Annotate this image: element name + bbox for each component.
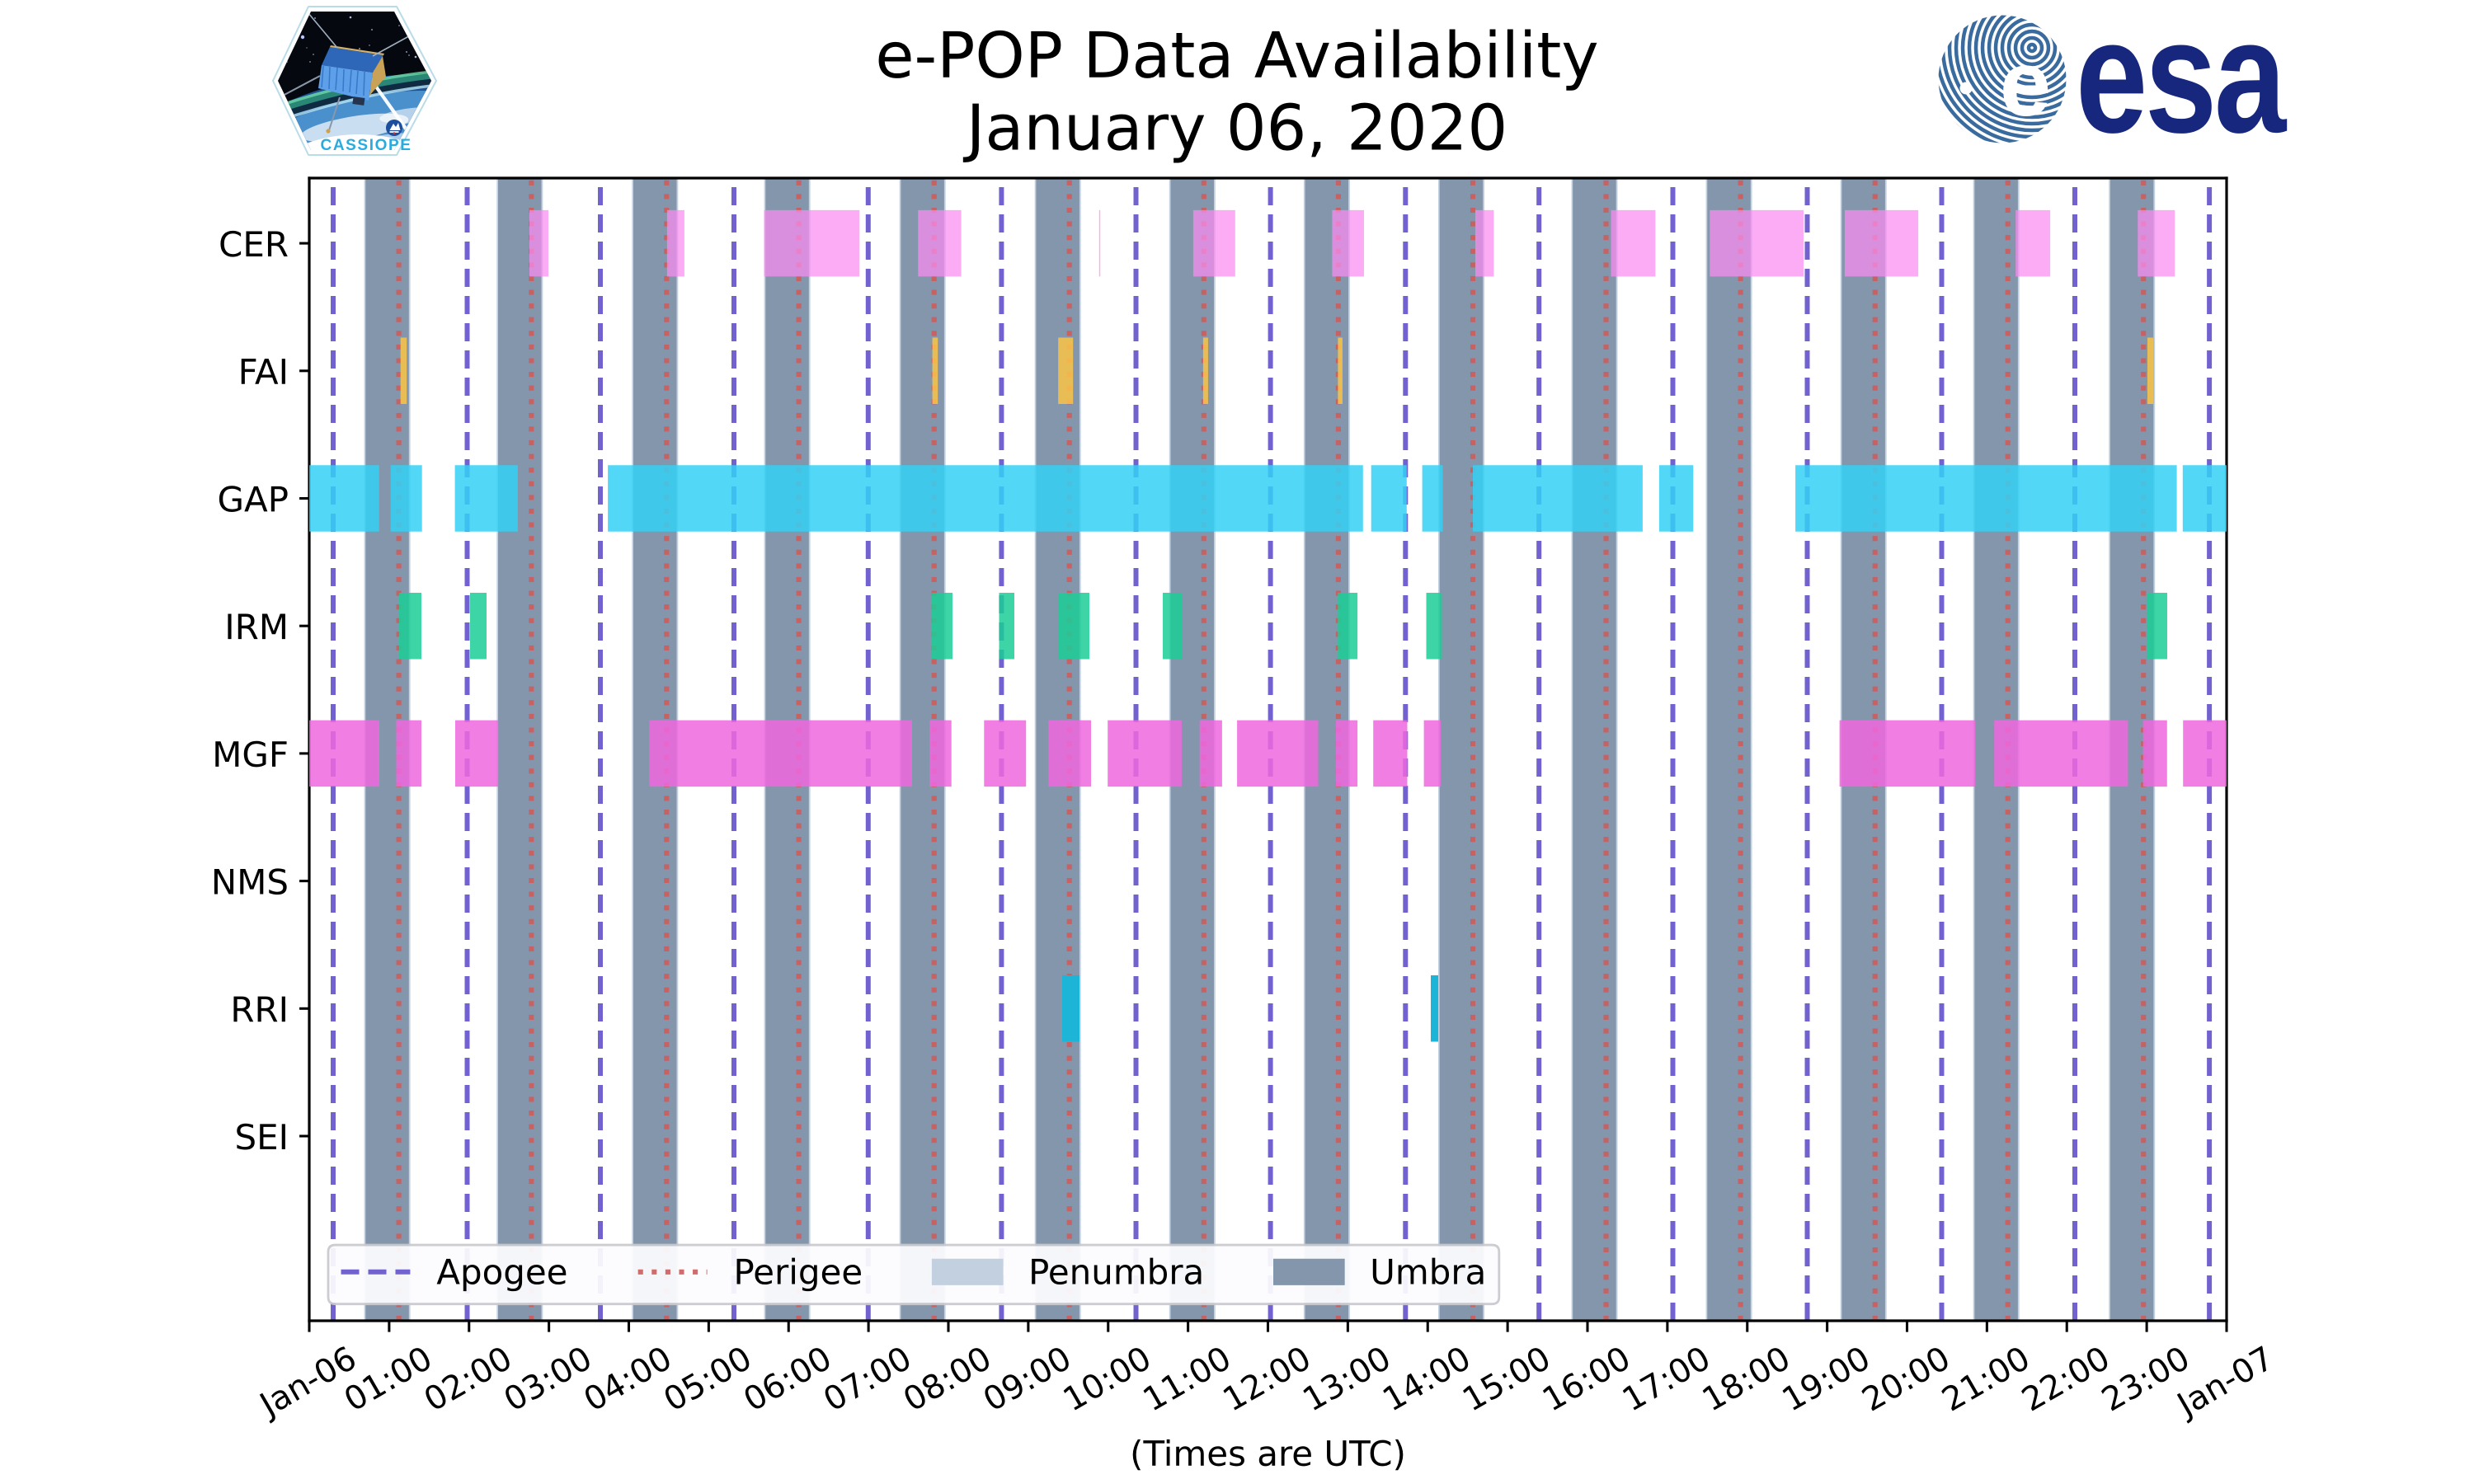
- svg-text:e: e: [2000, 32, 2051, 135]
- svg-text:esa: esa: [2076, 0, 2287, 167]
- svg-text:CASSIOPE: CASSIOPE: [321, 137, 412, 154]
